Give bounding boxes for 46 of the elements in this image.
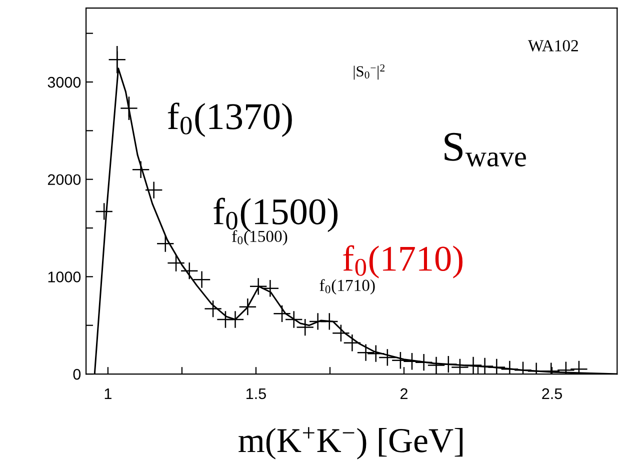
point — [204, 300, 222, 318]
point — [464, 356, 482, 374]
point — [343, 334, 362, 352]
point — [284, 310, 303, 328]
y-tick-label: 0 — [73, 368, 81, 380]
point — [488, 358, 506, 374]
annotation: f$_{0}$(1710) — [320, 279, 375, 294]
point — [391, 351, 410, 370]
point — [249, 277, 268, 296]
point — [273, 304, 291, 323]
point — [427, 356, 446, 374]
point — [378, 348, 396, 366]
point — [180, 262, 198, 280]
point — [144, 181, 163, 200]
point — [296, 318, 314, 336]
annotation: WA102 — [528, 40, 578, 52]
point — [192, 270, 211, 289]
x-tick-label: 2.5 — [542, 388, 562, 400]
point — [414, 353, 433, 372]
annotation: f$_{0}$(1370) — [168, 102, 292, 137]
point — [238, 298, 257, 316]
y-tick-label: 3000 — [48, 76, 81, 88]
point — [156, 234, 174, 253]
point — [226, 310, 244, 328]
point — [450, 358, 469, 374]
x-tick-label: 2 — [400, 388, 408, 399]
point — [439, 355, 458, 374]
x-tick-label: 1 — [104, 388, 112, 399]
y-tick-label: 2000 — [48, 174, 81, 186]
x-axis-title: m(K$^{+}$K$^{−}$) [GeV] — [238, 427, 463, 460]
annotation: S$_{wave}$ — [444, 132, 526, 166]
point — [403, 352, 421, 370]
annotation: f$_{0}$(1500) — [232, 230, 288, 246]
point — [332, 324, 350, 342]
point — [167, 254, 185, 272]
point — [356, 344, 375, 362]
point — [261, 279, 280, 298]
point — [320, 312, 338, 330]
point — [366, 344, 385, 363]
annotation: f$_{0}$(1710) — [343, 245, 462, 278]
point — [476, 357, 494, 374]
point — [95, 202, 114, 220]
point — [132, 160, 150, 179]
annotation: |S$_{0}$$^{−}$|$^{2}$ — [354, 64, 385, 80]
x-tick-label: 1.5 — [246, 388, 266, 400]
y-tick-label: 1000 — [48, 272, 81, 282]
